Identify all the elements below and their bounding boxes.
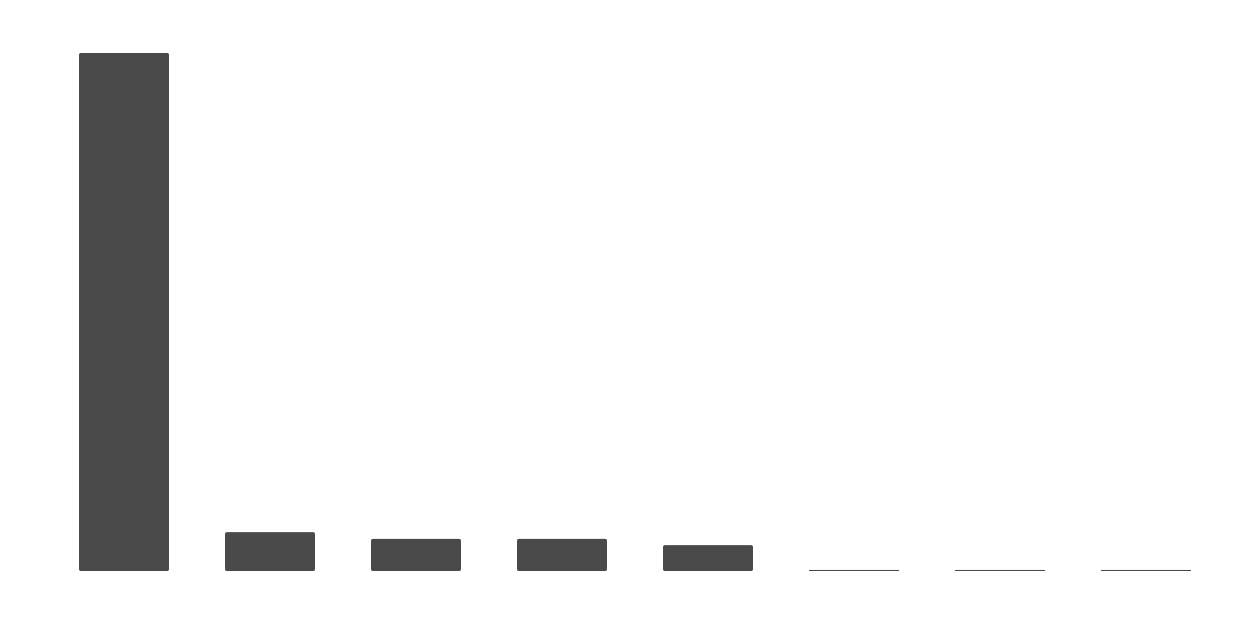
bar-4 [517, 538, 607, 571]
bar-7 [955, 569, 1045, 571]
bar-5 [663, 545, 753, 571]
bar-3 [371, 538, 461, 571]
bar-8 [1101, 569, 1191, 571]
bar-1 [79, 53, 169, 571]
bar-2 [225, 532, 315, 571]
bars-group [79, 53, 1191, 571]
bar-6 [809, 569, 899, 571]
